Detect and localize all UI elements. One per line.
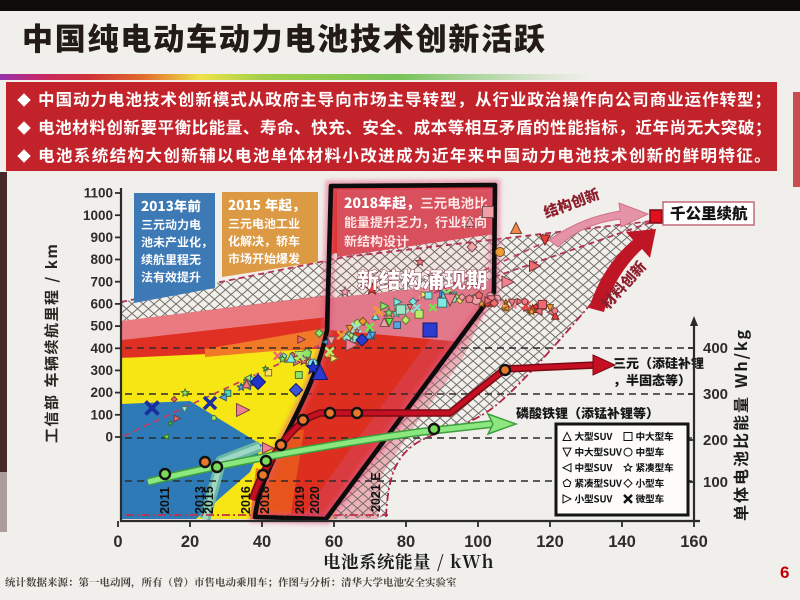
svg-text:2018: 2018: [258, 486, 272, 514]
svg-text:100: 100: [703, 474, 728, 491]
svg-text:700: 700: [90, 274, 113, 289]
svg-text:200: 200: [703, 432, 728, 449]
svg-text:400: 400: [703, 340, 728, 357]
svg-text:2011: 2011: [158, 487, 172, 514]
svg-text:60: 60: [325, 533, 343, 551]
svg-text:2013: 2013: [193, 486, 207, 514]
svg-text:400: 400: [90, 341, 113, 356]
svg-text:140: 140: [608, 533, 636, 551]
svg-text:600: 600: [90, 297, 113, 312]
svg-text:100: 100: [90, 407, 113, 422]
svg-text:100: 100: [464, 533, 492, 551]
svg-text:0: 0: [105, 430, 113, 445]
svg-text:20: 20: [181, 533, 199, 551]
svg-text:2019: 2019: [293, 486, 307, 514]
svg-text:500: 500: [90, 319, 113, 334]
svg-text:2015: 2015: [202, 486, 216, 514]
svg-text:300: 300: [90, 363, 113, 378]
svg-text:2020: 2020: [308, 486, 322, 514]
svg-text:1000: 1000: [83, 208, 113, 223]
svg-text:2021 E: 2021 E: [369, 472, 383, 512]
svg-text:300: 300: [703, 386, 728, 403]
svg-text:2016: 2016: [239, 486, 253, 514]
svg-text:40: 40: [253, 533, 271, 551]
svg-text:1100: 1100: [84, 186, 113, 201]
svg-text:800: 800: [90, 252, 113, 267]
svg-text:120: 120: [536, 533, 564, 551]
svg-text:0: 0: [113, 533, 122, 551]
svg-text:160: 160: [680, 533, 708, 551]
svg-text:900: 900: [90, 230, 113, 245]
svg-text:80: 80: [397, 533, 415, 551]
svg-text:200: 200: [90, 385, 113, 400]
svg-text:6: 6: [780, 563, 789, 582]
